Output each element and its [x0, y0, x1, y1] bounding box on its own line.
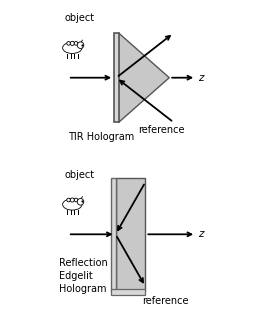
Text: object: object — [65, 170, 94, 180]
Text: z: z — [197, 229, 202, 239]
Circle shape — [74, 198, 77, 202]
Circle shape — [67, 41, 70, 45]
Circle shape — [67, 198, 70, 202]
Text: Reflection
Edgelit
Hologram: Reflection Edgelit Hologram — [59, 258, 107, 294]
Text: object: object — [65, 13, 94, 23]
Circle shape — [70, 41, 74, 46]
Polygon shape — [118, 33, 169, 122]
Ellipse shape — [62, 199, 82, 210]
Text: TIR Hologram: TIR Hologram — [68, 132, 134, 142]
Bar — [111, 290, 145, 295]
Bar — [111, 178, 115, 291]
Ellipse shape — [62, 42, 82, 53]
Circle shape — [70, 198, 74, 202]
Bar — [115, 178, 145, 291]
Text: reference: reference — [142, 296, 188, 306]
Bar — [114, 33, 118, 122]
Circle shape — [77, 42, 84, 48]
Circle shape — [74, 41, 77, 45]
Text: reference: reference — [137, 125, 183, 135]
Text: z: z — [197, 73, 202, 83]
Circle shape — [77, 198, 84, 205]
